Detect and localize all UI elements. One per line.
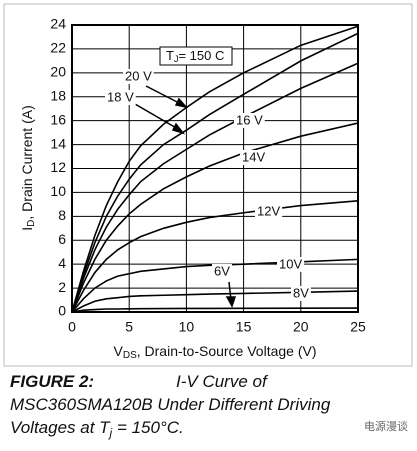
- y-tick-label: 0: [58, 303, 66, 319]
- x-label-sub: DS: [123, 350, 137, 361]
- caption-line: MSC360SMA120B Under Different Driving: [10, 395, 331, 414]
- y-tick-label: 10: [50, 183, 66, 199]
- x-tick-label: 25: [350, 319, 366, 335]
- series-label-bg: [277, 257, 305, 272]
- series-label-bg: [240, 150, 268, 165]
- plot-frame: [71, 24, 359, 313]
- x-axis-label: VDS, Drain-to-Source Voltage (V): [114, 343, 317, 361]
- y-tick-label: 22: [50, 40, 66, 56]
- arrow-head: [225, 296, 237, 308]
- caption-sub: j: [108, 426, 113, 440]
- series-label-bg: [291, 286, 311, 301]
- arrow: [134, 103, 179, 130]
- series-label-bg: [255, 204, 283, 219]
- x-tick-label: 0: [68, 319, 76, 335]
- x-tick-label: 20: [293, 319, 309, 335]
- series-label: 6V: [214, 263, 230, 278]
- series-label-bg: [105, 90, 136, 105]
- y-tick-label: 8: [58, 207, 66, 223]
- series-label: 18 V: [107, 89, 134, 104]
- y-label-part: , Drain Current (A): [19, 105, 35, 219]
- annotation-text: T: [166, 48, 174, 63]
- curve: [71, 258, 359, 313]
- y-tick-label: 4: [58, 255, 66, 271]
- x-label-part: V: [114, 343, 124, 359]
- curve: [71, 199, 359, 313]
- y-tick-label: 2: [58, 279, 66, 295]
- annotation-box: [159, 46, 233, 66]
- y-axis-label: ID, Drain Current (A): [19, 105, 37, 230]
- series-label: 20 V: [125, 68, 152, 83]
- y-label-sub: D: [26, 220, 37, 227]
- x-tick-label: 5: [125, 319, 133, 335]
- annotation: TJ= 150 C: [166, 48, 224, 64]
- series-label: 12V: [257, 203, 280, 218]
- arrow: [145, 85, 182, 105]
- arrow-head: [174, 97, 189, 109]
- arrows: [134, 85, 237, 308]
- curve: [71, 307, 359, 313]
- arrow-head: [171, 122, 186, 135]
- x-tick-label: 10: [179, 319, 195, 335]
- watermark: 电源漫谈: [364, 419, 408, 433]
- curve: [71, 290, 359, 313]
- y-tick-label: 16: [50, 111, 66, 127]
- series-label-bg: [212, 264, 232, 279]
- caption-part: = 150°C.: [112, 418, 184, 437]
- annotation-text: = 150 C: [178, 48, 224, 63]
- y-label-part: I: [19, 227, 35, 231]
- caption-line: I-V Curve of: [176, 372, 269, 391]
- series-label-bg: [123, 69, 154, 84]
- x-label-part: , Drain-to-Source Voltage (V): [137, 343, 317, 359]
- figure-frame: [3, 3, 413, 367]
- caption-line: Voltages at Tj = 150°C.: [10, 418, 184, 440]
- series-label: 14V: [242, 149, 265, 164]
- y-tick-label: 24: [50, 16, 66, 32]
- y-tick-label: 18: [50, 87, 66, 103]
- series-label: 16 V: [236, 112, 263, 127]
- series-label: 8V: [293, 285, 309, 300]
- caption-part: Voltages at T: [10, 418, 111, 437]
- annotation-sub: J: [174, 54, 179, 64]
- y-tick-label: 20: [50, 64, 66, 80]
- curve: [71, 25, 359, 313]
- caption-figure: FIGURE 2:: [10, 372, 94, 391]
- series-label-bg: [234, 113, 265, 128]
- y-tick-label: 14: [50, 135, 66, 151]
- y-tick-label: 12: [50, 159, 66, 175]
- y-tick-label: 6: [58, 231, 66, 247]
- series-label: 10V: [279, 256, 302, 271]
- curve: [71, 32, 359, 313]
- x-tick-label: 15: [236, 319, 252, 335]
